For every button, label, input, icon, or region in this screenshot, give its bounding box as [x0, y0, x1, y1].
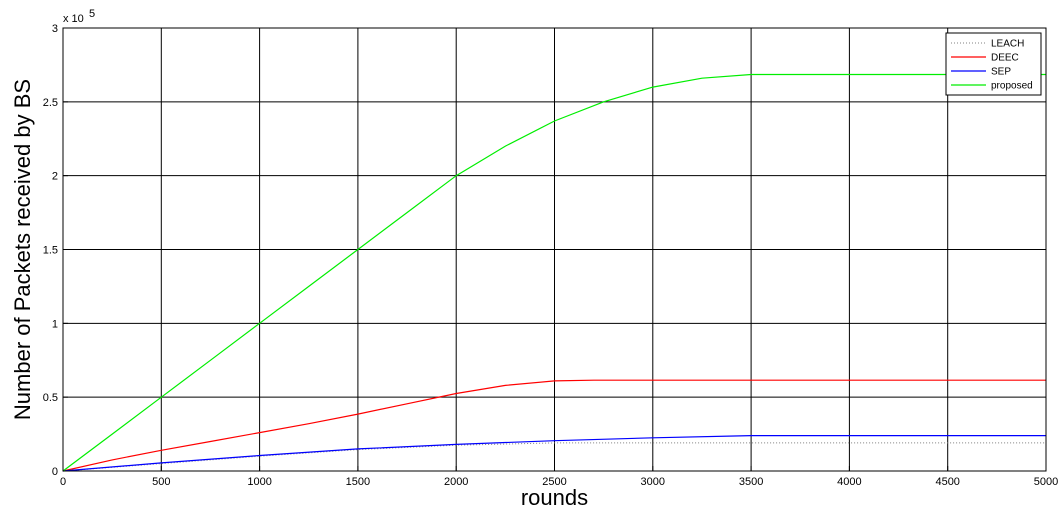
x-tick-label: 3000 [641, 476, 665, 488]
x-axis-title: rounds [521, 485, 588, 510]
series-line-proposed [62, 73, 1046, 472]
legend-label: SEP [991, 67, 1011, 78]
y-tick-label: 0 [52, 466, 58, 478]
y-axis-multiplier: x 10 [63, 13, 84, 25]
series-line-sep [62, 435, 1046, 472]
y-tick-label: 1.5 [43, 245, 58, 257]
legend-label: proposed [991, 81, 1033, 92]
legend: LEACH DEEC SEP proposed [945, 32, 1042, 96]
series-line-leach [62, 442, 1046, 472]
x-tick-label: 3500 [739, 476, 763, 488]
x-tick-label: 2000 [444, 476, 468, 488]
y-tick-label: 2.5 [43, 97, 58, 109]
y-tick-label: 3 [52, 23, 58, 35]
x-tick-label: 2500 [542, 476, 566, 488]
x-tick-label: 1500 [346, 476, 370, 488]
y-axis-title: Number of Packets received by BS [10, 79, 35, 420]
y-tick-label: 2 [52, 171, 58, 183]
y-tick-label: 1 [52, 318, 58, 330]
legend-label: LEACH [991, 39, 1024, 50]
y-tick-label: 0.5 [43, 392, 58, 404]
axis-ticks: 0 500 1000 1500 2000 2500 3000 3500 4000 4500 5000… [43, 23, 1059, 488]
x-tick-label: 500 [152, 476, 170, 488]
x-tick-label: 4000 [837, 476, 861, 488]
grid [63, 28, 1046, 471]
x-tick-label: 4500 [935, 476, 959, 488]
x-tick-label: 0 [60, 476, 66, 488]
series-lines [62, 73, 1046, 472]
x-tick-label: 1000 [247, 476, 271, 488]
y-axis-multiplier-exponent: 5 [89, 8, 95, 20]
x-tick-label: 5000 [1034, 476, 1058, 488]
series-line-deec [62, 379, 1046, 472]
legend-label: DEEC [991, 53, 1019, 64]
